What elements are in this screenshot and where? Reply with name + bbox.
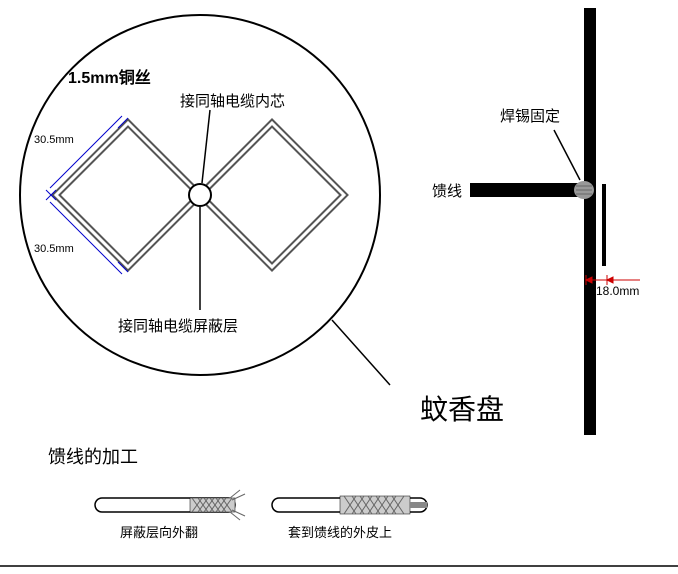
leader-solder [554,130,580,180]
leader-dish [332,320,390,385]
label-feedline: 馈线 [432,180,462,201]
right-diamond-inner-line [200,123,344,267]
left-diamond-outer [56,123,200,267]
right-diamond-outer [200,123,344,267]
center-connector [189,184,211,206]
feedline-hbar [470,183,584,197]
reflector-vbar [584,8,596,435]
left-diamond-inner-line [56,123,200,267]
label-inner-core: 接同轴电缆内芯 [180,90,285,111]
label-solder: 焊锡固定 [500,105,560,126]
stub-element [602,184,606,266]
dim-top-group [46,116,128,200]
cable2-label: 套到馈线的外皮上 [288,522,392,541]
cable1-label: 屏蔽层向外翻 [120,522,198,541]
label-dish: 蚊香盘 [420,388,504,428]
dim-bottom-text: 30.5mm [34,243,74,255]
solder-blob [574,181,594,199]
leader-inner-core [202,110,210,183]
dim-bottom-group [46,190,128,274]
cable1 [95,490,245,520]
label-wire: 1.5mm铜丝 [68,64,151,88]
cable2 [272,496,427,514]
dim-18mm-text: 18.0mm [596,284,639,298]
cable-section-title: 馈线的加工 [48,443,138,469]
label-shield: 接同轴电缆屏蔽层 [118,315,238,336]
dim-top-text: 30.5mm [34,134,74,146]
